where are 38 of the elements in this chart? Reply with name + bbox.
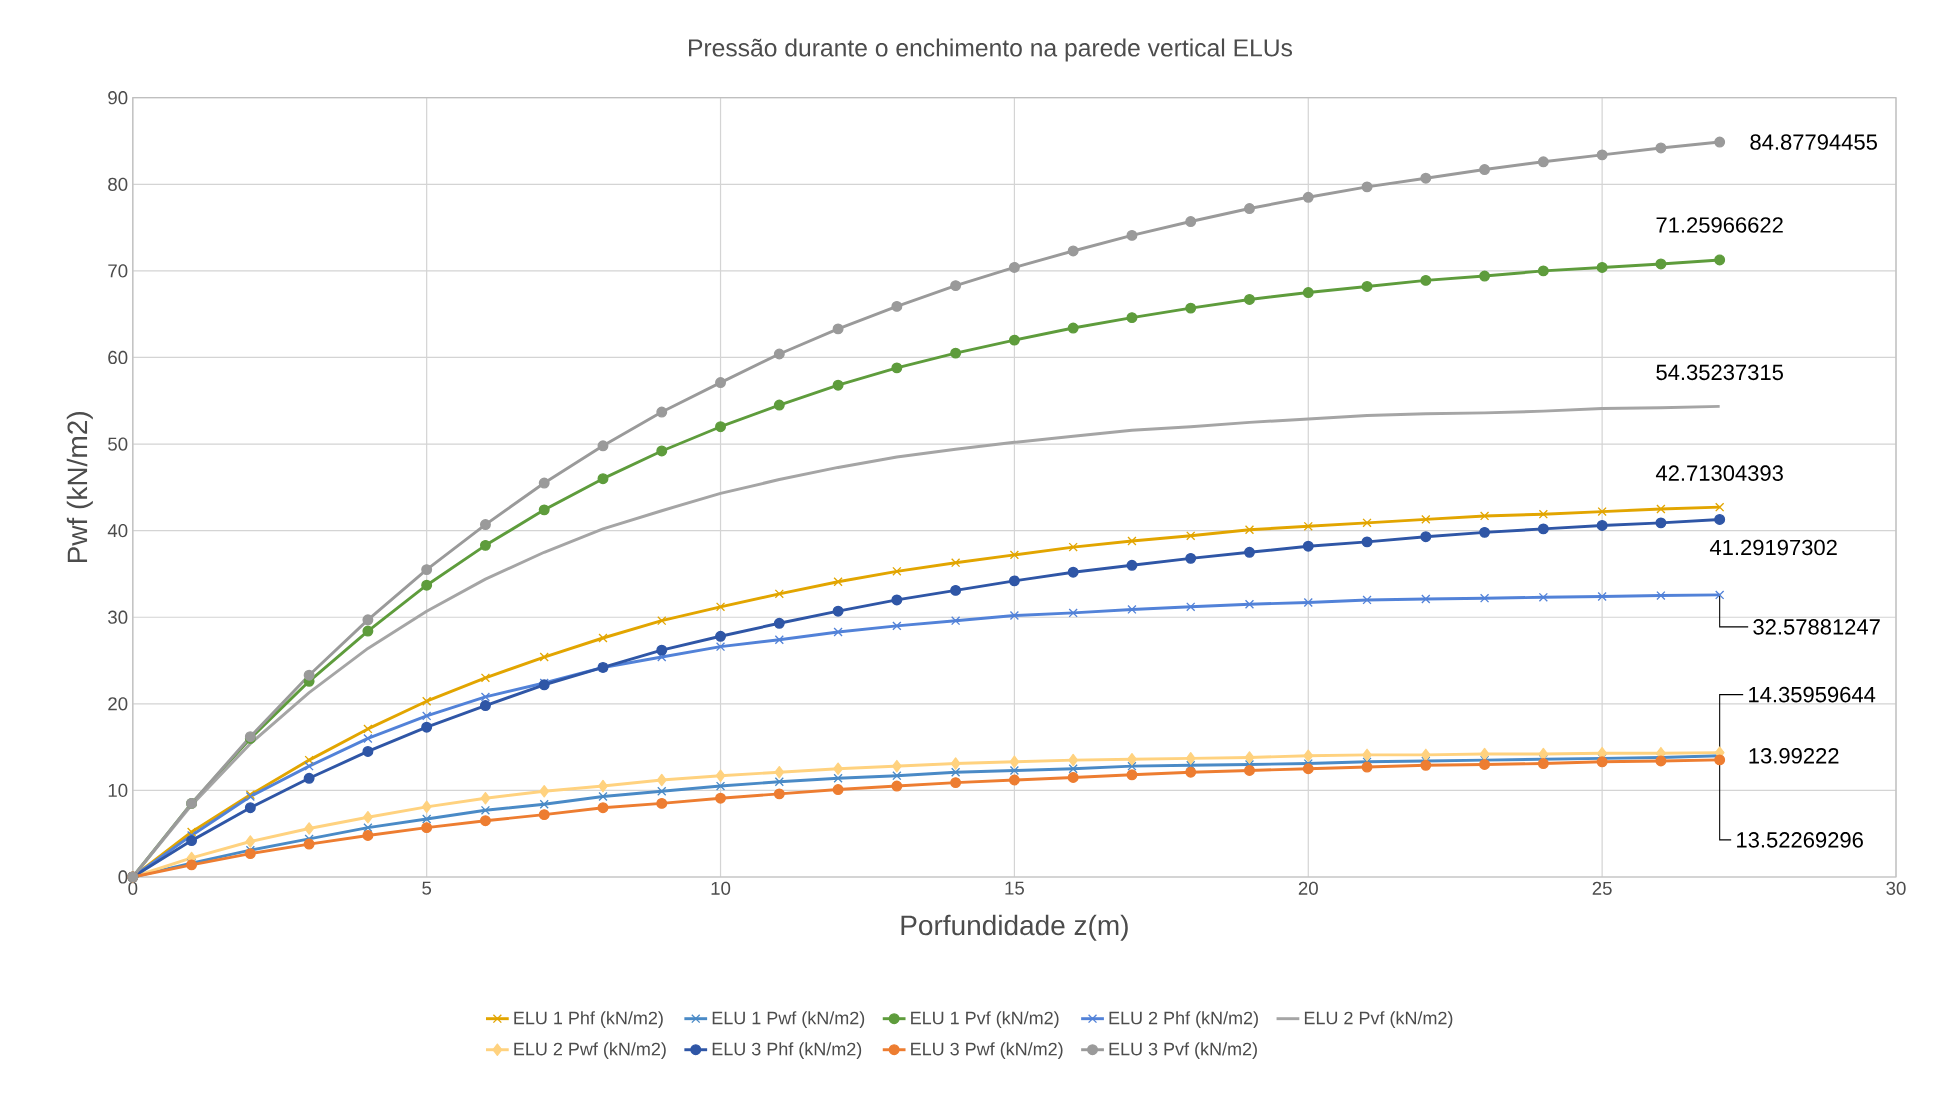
legend-label: ELU 1 Pwf (kN/m2) [712,1011,865,1028]
y-tick-label: 30 [108,610,128,624]
data-label: 41.29197302 [1709,539,1837,556]
y-tick-label: 60 [108,350,128,365]
data-label: 14.35959644 [1749,686,1876,703]
y-tick-label: 20 [108,697,128,711]
data-label: 13.99222 [1749,748,1839,764]
chart-title: Pressão durante o enchimento na parede vertical ELUs [689,38,1293,62]
x-tick-label: 0 [128,881,138,895]
legend-label: ELU 3 Phf (kN/m2) [712,1042,862,1059]
legend-label: ELU 1 Pvf (kN/m2) [911,1011,1059,1028]
legend-label: ELU 3 Pvf (kN/m2) [1109,1042,1257,1059]
y-tick-label: 90 [108,91,128,105]
y-axis-title: Pwf (kN/m2) [66,412,93,563]
data-label: 32.57881247 [1753,619,1880,635]
legend-label: ELU 2 Phf (kN/m2) [1109,1011,1258,1028]
y-tick-label: 40 [107,524,128,538]
data-label: 13.52269296 [1737,832,1863,848]
legend-label: ELU 2 Pwf (kN/m2) [514,1042,666,1059]
legend-label: ELU 3 Pwf (kN/m2) [911,1042,1063,1059]
data-label: 71.25966622 [1656,217,1783,233]
y-tick-label: 10 [108,783,128,798]
x-axis-title: Porfundidade z(m) [901,914,1128,941]
y-tick-label: 70 [108,264,128,278]
data-label: 84.87794455 [1750,134,1877,150]
x-tick-label: 25 [1592,881,1612,895]
y-tick-label: 50 [108,437,128,451]
x-tick-label: 5 [422,881,432,895]
data-label: 42.71304393 [1655,465,1783,481]
y-tick-label: 80 [108,177,128,191]
legend-label: ELU 1 Phf (kN/m2) [514,1011,663,1028]
data-label: 54.35237315 [1656,364,1783,381]
x-tick-label: 15 [1005,881,1024,895]
y-tick-label: 0 [118,870,128,884]
x-tick-label: 30 [1886,881,1906,895]
x-tick-label: 10 [711,881,731,895]
legend-label: ELU 2 Pvf (kN/m2) [1304,1011,1453,1028]
x-tick-label: 20 [1298,881,1318,895]
